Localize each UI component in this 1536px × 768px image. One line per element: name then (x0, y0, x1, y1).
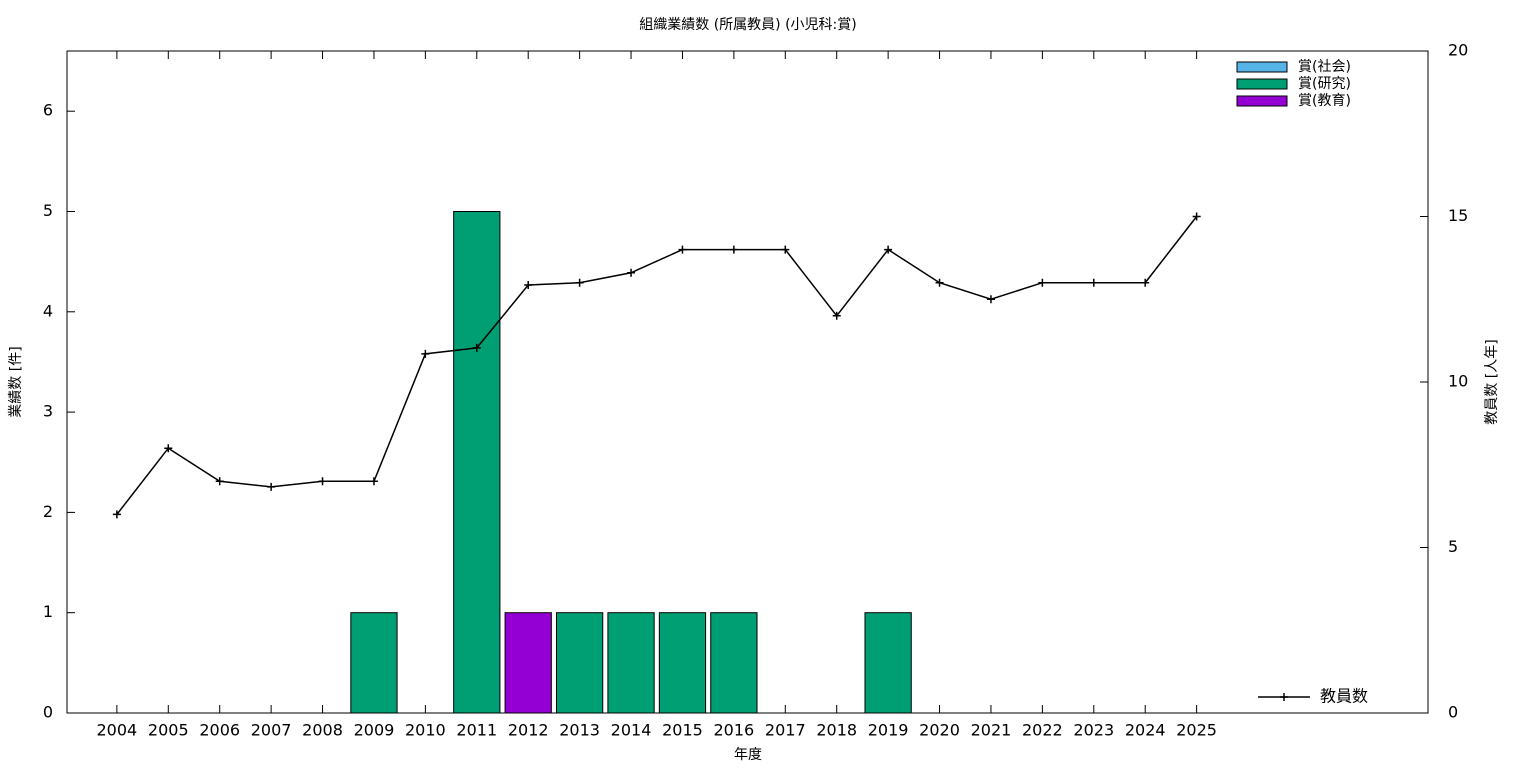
x-tick-label: 2010 (405, 721, 446, 740)
x-axis-label: 年度 (734, 747, 762, 763)
bar (658, 612, 707, 714)
point (678, 245, 687, 254)
point (421, 349, 430, 358)
bar (504, 612, 552, 714)
point (986, 295, 995, 304)
y2-tick-label: 20 (1448, 41, 1468, 60)
legend-marker (1280, 693, 1288, 701)
x-tick-label: 2014 (611, 721, 652, 740)
x-tick-label: 2006 (199, 721, 240, 740)
y-tick-label: 6 (43, 101, 53, 120)
point (318, 477, 327, 486)
x-tick-label: 2013 (559, 721, 600, 740)
x-tick-label: 2012 (508, 721, 549, 740)
point (369, 477, 378, 486)
legend-swatch (1236, 78, 1288, 90)
legend-label: 教員数 (1320, 687, 1368, 706)
x-tick-label: 2005 (148, 721, 189, 740)
point (627, 268, 636, 277)
x-tick-label: 2008 (302, 721, 343, 740)
legend-swatch (1236, 95, 1288, 107)
x-tick-label: 2024 (1125, 721, 1166, 740)
legend-swatch (1236, 61, 1288, 73)
point (729, 245, 738, 254)
x-tick-label: 2017 (765, 721, 806, 740)
y-tick-label: 0 (43, 703, 53, 722)
point (884, 245, 893, 254)
x-tick-label: 2011 (456, 721, 497, 740)
x-tick-label: 2019 (868, 721, 909, 740)
point (524, 281, 533, 290)
point (1192, 212, 1201, 221)
x-tick-label: 2018 (816, 721, 857, 740)
point (267, 482, 276, 491)
x-tick-label: 2022 (1022, 721, 1063, 740)
point (781, 245, 790, 254)
point (1141, 278, 1150, 287)
point (112, 510, 121, 519)
y-tick-label: 1 (43, 602, 53, 621)
bar (555, 612, 604, 714)
line (116, 216, 1198, 515)
point (215, 477, 224, 486)
bar (607, 612, 655, 714)
y-tick-label: 3 (43, 402, 53, 421)
chart-title: 組織業績数 (所属教員) (小児科:賞) (639, 17, 856, 33)
point (164, 444, 173, 453)
point (935, 278, 944, 287)
y2-axis-label: 教員数 [人年] (1484, 339, 1500, 424)
y2-tick-label: 15 (1448, 206, 1468, 225)
legend-label: 賞(研究) (1298, 76, 1351, 92)
legend-label: 賞(教育) (1298, 93, 1351, 109)
x-tick-label: 2015 (662, 721, 703, 740)
point (472, 343, 481, 352)
x-tick-label: 2004 (97, 721, 138, 740)
x-tick-label: 2020 (919, 721, 960, 740)
point (1089, 278, 1098, 287)
y2-tick-label: 10 (1448, 372, 1468, 391)
y-tick-label: 5 (43, 201, 53, 220)
y2-tick-label: 0 (1448, 703, 1458, 722)
y-axis-label: 業績数 [件] (8, 346, 24, 417)
y2-tick-label: 5 (1448, 537, 1458, 556)
x-tick-label: 2023 (1073, 721, 1114, 740)
x-tick-label: 2016 (714, 721, 755, 740)
x-tick-label: 2025 (1176, 721, 1217, 740)
x-tick-label: 2021 (971, 721, 1012, 740)
y-tick-label: 2 (43, 502, 53, 521)
bar (864, 612, 912, 714)
bar (350, 612, 398, 714)
legend-label: 賞(社会) (1298, 59, 1351, 75)
bar (453, 210, 501, 714)
bar (710, 612, 758, 714)
point (575, 278, 584, 287)
x-tick-label: 2009 (354, 721, 395, 740)
x-tick-label: 2007 (251, 721, 292, 740)
point (832, 311, 841, 320)
y-tick-label: 4 (43, 301, 53, 320)
point (1038, 278, 1047, 287)
